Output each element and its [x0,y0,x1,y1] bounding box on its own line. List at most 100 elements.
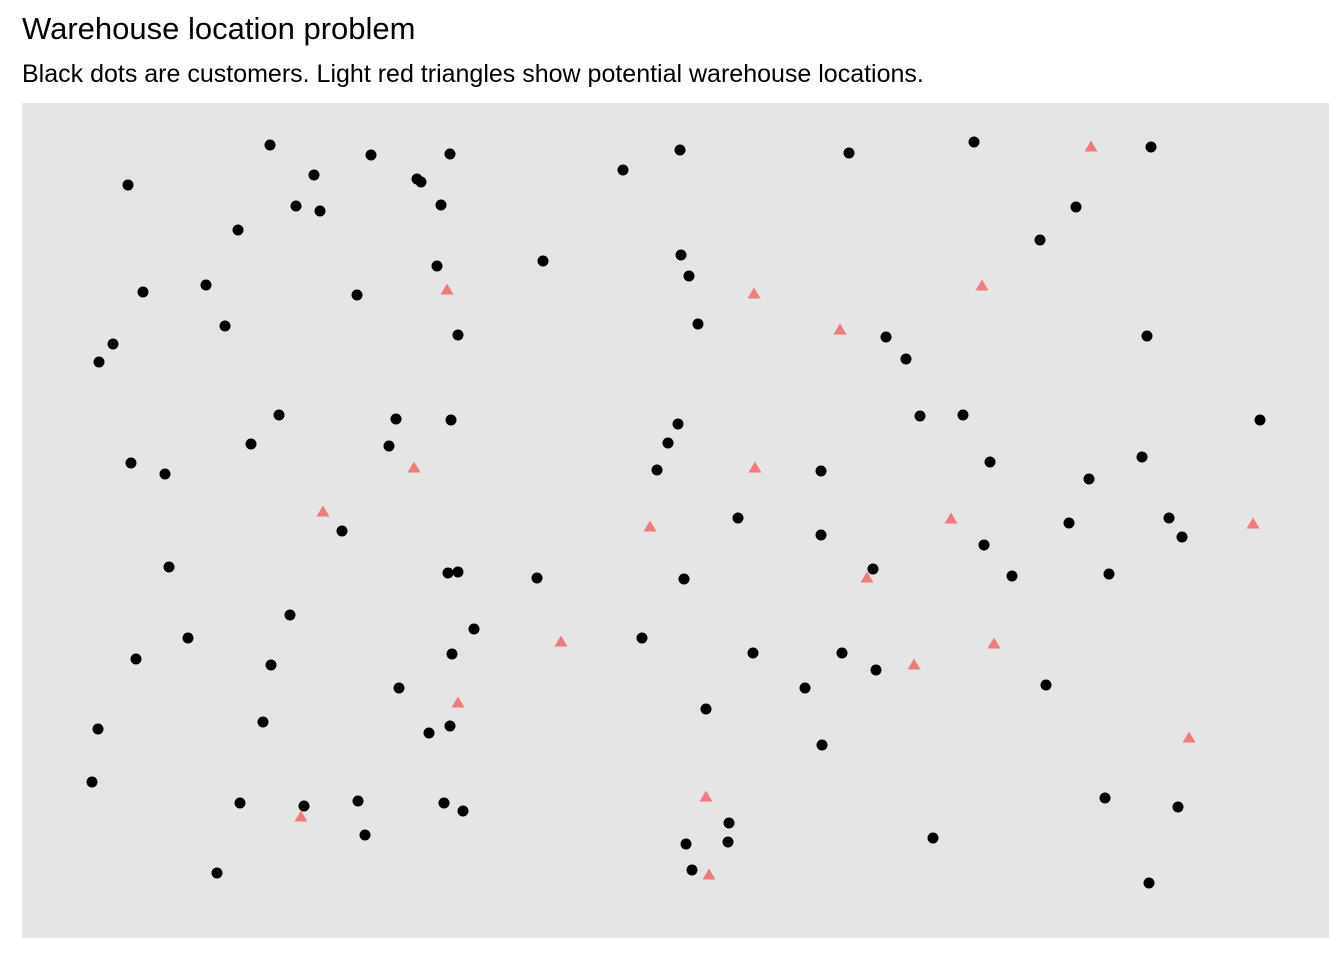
customer-marker [1083,473,1095,485]
customer-marker [159,468,171,480]
customer-marker [816,739,828,751]
customer-marker [867,563,879,575]
customer-marker [452,329,464,341]
customer-marker [390,413,402,425]
customer-marker [732,512,744,524]
customer-marker [692,318,704,330]
customer-marker [723,817,735,829]
chart-title: Warehouse location problem [22,11,415,46]
warehouse-marker [1182,731,1196,743]
customer-marker [257,716,269,728]
customer-marker [1034,234,1046,246]
warehouse-marker [907,658,921,670]
customer-marker [1141,330,1153,342]
customer-marker [442,567,454,579]
customer-marker [747,647,759,659]
customer-marker [672,418,684,430]
customer-marker [683,270,695,282]
customer-marker [232,224,244,236]
customer-marker [298,800,310,812]
customer-marker [880,331,892,343]
warehouse-marker [294,810,308,822]
customer-marker [1143,877,1155,889]
chart-subtitle: Black dots are customers. Light red tria… [22,60,924,88]
warehouse-marker [1084,140,1098,152]
warehouse-marker [554,635,568,647]
customer-marker [265,659,277,671]
customer-marker [308,169,320,181]
customer-marker [137,286,149,298]
customer-marker [1040,679,1052,691]
customer-marker [815,465,827,477]
customer-marker [107,338,119,350]
warehouse-marker [975,279,989,291]
customer-marker [1145,141,1157,153]
customer-marker [680,838,692,850]
warehouse-marker [1246,517,1260,529]
customer-marker [264,139,276,151]
customer-marker [125,457,137,469]
customer-marker [273,409,285,421]
customer-marker [662,437,674,449]
customer-marker [284,609,296,621]
customer-marker [393,682,405,694]
customer-marker [978,539,990,551]
customer-marker [211,867,223,879]
customer-marker [86,776,98,788]
warehouse-marker [643,520,657,532]
warehouse-marker [440,283,454,295]
customer-marker [1254,414,1266,426]
customer-marker [93,356,105,368]
customer-marker [163,561,175,573]
customer-marker [1099,792,1111,804]
customer-marker [383,440,395,452]
customer-marker [815,529,827,541]
customer-marker [423,727,435,739]
customer-marker [365,149,377,161]
customer-marker [617,164,629,176]
customer-marker [900,353,912,365]
customer-marker [415,176,427,188]
customer-marker [92,723,104,735]
customer-marker [1163,512,1175,524]
customer-marker [722,836,734,848]
customer-marker [438,797,450,809]
customer-marker [984,456,996,468]
customer-marker [799,682,811,694]
plot-panel [22,103,1329,938]
customer-marker [836,647,848,659]
warehouse-marker [451,696,465,708]
customer-marker [914,410,926,422]
customer-marker [444,720,456,732]
customer-marker [445,414,457,426]
customer-marker [182,632,194,644]
customer-marker [678,573,690,585]
customer-marker [1176,531,1188,543]
customer-marker [927,832,939,844]
customer-marker [957,409,969,421]
customer-marker [675,249,687,261]
warehouse-marker [316,505,330,517]
customer-marker [130,653,142,665]
customer-marker [200,279,212,291]
customer-marker [968,136,980,148]
warehouse-marker [747,287,761,299]
customer-marker [444,148,456,160]
customer-marker [359,829,371,841]
customer-marker [352,795,364,807]
customer-marker [1136,451,1148,463]
customer-marker [651,464,663,476]
customer-marker [336,525,348,537]
warehouse-marker [407,461,421,473]
customer-marker [457,805,469,817]
customer-marker [531,572,543,584]
customer-marker [537,255,549,267]
customer-marker [700,703,712,715]
customer-marker [245,438,257,450]
customer-marker [122,179,134,191]
customer-marker [870,664,882,676]
warehouse-marker [860,571,874,583]
customer-marker [1103,568,1115,580]
warehouse-marker [833,323,847,335]
